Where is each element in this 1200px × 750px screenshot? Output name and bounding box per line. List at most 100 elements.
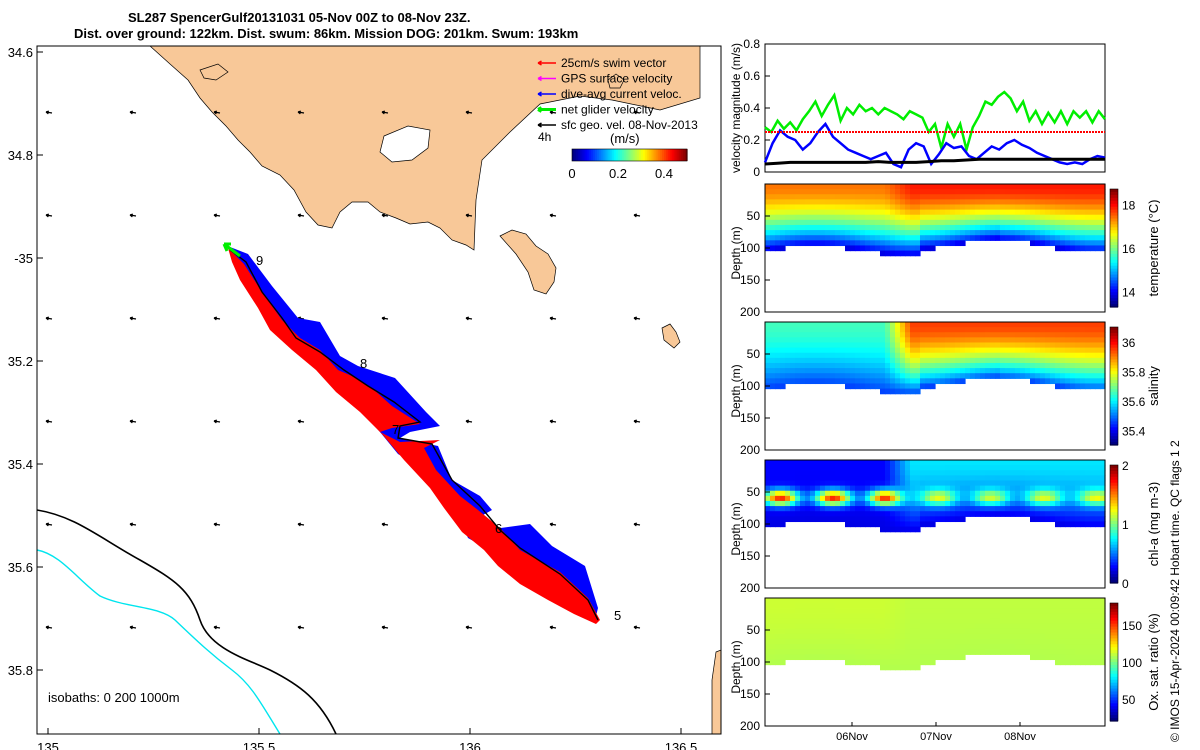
section-cell xyxy=(770,194,776,200)
section-cell xyxy=(900,495,906,502)
section-cell xyxy=(1015,373,1021,379)
section-cell xyxy=(1055,362,1061,369)
section-cell xyxy=(925,199,931,206)
section-cell xyxy=(895,521,901,528)
section-cell xyxy=(1005,368,1011,374)
section-cell xyxy=(885,199,891,206)
section-cell xyxy=(915,184,921,190)
geo-vector xyxy=(213,110,221,115)
section-cell xyxy=(790,230,796,236)
section-cell xyxy=(1000,362,1006,369)
section-cell xyxy=(1065,332,1071,338)
section-cell xyxy=(995,470,1001,476)
section-cell xyxy=(785,485,791,492)
section-cell xyxy=(1090,230,1096,236)
section-cell xyxy=(780,342,786,349)
section-colorbar-segment xyxy=(1110,274,1118,279)
section-cell xyxy=(850,654,856,661)
section-cell xyxy=(1085,352,1091,359)
section-cell xyxy=(840,373,846,379)
section-cell xyxy=(945,649,951,655)
section-cell xyxy=(945,322,951,328)
section-cell xyxy=(870,623,876,630)
section-cell xyxy=(960,490,966,497)
section-cell xyxy=(820,342,826,349)
section-cell xyxy=(805,194,811,200)
section-cell xyxy=(880,327,886,333)
section-cell xyxy=(1075,500,1081,507)
section-cell xyxy=(865,649,871,655)
section-colorbar-segment xyxy=(1110,212,1118,217)
section-cell xyxy=(890,373,896,379)
section-cell xyxy=(1040,485,1046,492)
section-cell xyxy=(810,603,816,609)
section-cell xyxy=(875,230,881,236)
section-cell xyxy=(970,199,976,206)
section-cell xyxy=(965,623,971,630)
section-cell xyxy=(1100,373,1106,379)
section-cell xyxy=(990,511,996,517)
section-cell xyxy=(785,240,791,247)
section-cell xyxy=(1085,490,1091,497)
section-cell xyxy=(1035,332,1041,338)
geo-vector xyxy=(633,316,641,321)
section-cell xyxy=(845,219,851,226)
section-cell xyxy=(975,649,981,655)
section-cell xyxy=(770,230,776,236)
section-cell xyxy=(935,633,941,640)
section-cell xyxy=(885,347,891,354)
section-cell xyxy=(955,649,961,655)
legend-arrow-gps xyxy=(537,75,556,82)
section-cell xyxy=(860,199,866,206)
section-colorbar-segment xyxy=(1110,412,1118,417)
section-cell xyxy=(910,526,916,533)
section-cell xyxy=(1010,649,1016,655)
section-cell xyxy=(780,204,786,211)
section-cell xyxy=(765,470,771,476)
section-cell xyxy=(810,332,816,338)
depth-tick-label: 100 xyxy=(740,241,760,255)
section-cell xyxy=(850,362,856,369)
section-cell xyxy=(835,633,841,640)
section-cell xyxy=(1005,495,1011,502)
section-cell xyxy=(905,608,911,614)
section-cell xyxy=(955,230,961,236)
section-cell xyxy=(1015,618,1021,625)
section-cell xyxy=(1040,342,1046,349)
section-cell xyxy=(955,327,961,333)
geo-vector xyxy=(129,213,137,218)
section-cell xyxy=(975,603,981,609)
section-cell xyxy=(1100,342,1106,349)
section-cell xyxy=(825,194,831,200)
section-cell xyxy=(1045,495,1051,502)
section-cell xyxy=(900,608,906,614)
section-cell xyxy=(875,362,881,369)
section-cell xyxy=(940,337,946,344)
section-cell xyxy=(765,516,771,523)
section-cell xyxy=(1080,608,1086,614)
section-colorbar-segment xyxy=(1110,371,1118,375)
section-colorbar-segment xyxy=(1110,415,1118,420)
section-cell xyxy=(895,352,901,359)
section-cell xyxy=(925,598,931,604)
section-cell xyxy=(805,230,811,236)
section-cell xyxy=(1050,224,1056,231)
section-cell xyxy=(940,623,946,630)
section-cell xyxy=(1025,613,1031,620)
section-colorbar-segment xyxy=(1110,620,1118,625)
section-colorbar-segment xyxy=(1110,664,1118,669)
section-cell xyxy=(1050,608,1056,614)
section-cell xyxy=(1065,608,1071,614)
section-cell xyxy=(875,608,881,614)
section-cell xyxy=(935,219,941,226)
section-cell xyxy=(845,506,851,512)
section-cell xyxy=(845,189,851,195)
section-cell xyxy=(840,219,846,226)
section-cell xyxy=(900,230,906,236)
section-cell xyxy=(965,224,971,231)
section-cell xyxy=(965,475,971,482)
section-cell xyxy=(825,470,831,476)
section-cell xyxy=(950,500,956,507)
section-cell xyxy=(1095,618,1101,625)
section-cell xyxy=(820,230,826,236)
